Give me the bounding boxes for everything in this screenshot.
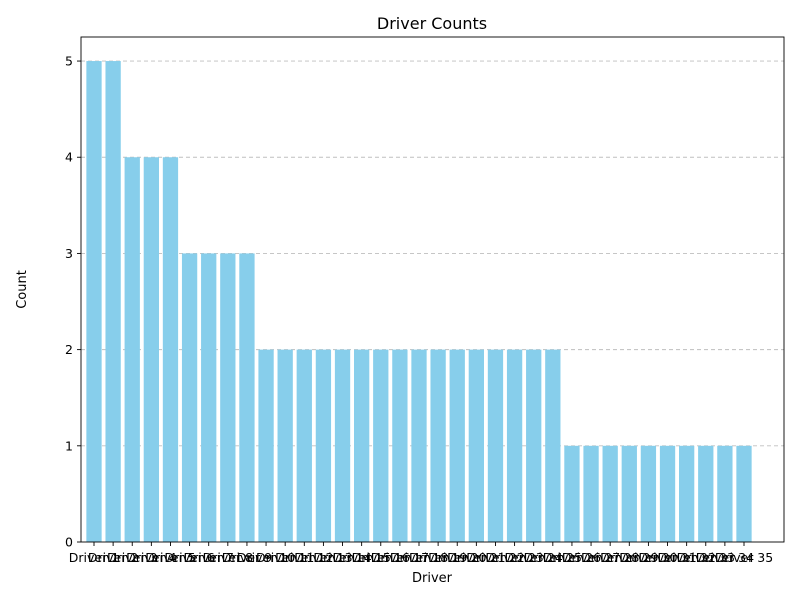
x-tick-label: Driver 34 [696, 550, 754, 565]
bar [411, 349, 427, 542]
y-tick-label: 3 [65, 246, 73, 261]
bar [564, 445, 580, 542]
y-tick-label: 0 [65, 535, 73, 550]
bar [296, 349, 312, 542]
x-tick-label: Driver 13 [294, 550, 352, 565]
y-tick-label: 2 [65, 342, 73, 357]
x-tick-label: Driver 5 [145, 550, 195, 565]
x-tick-label: Driver 28 [581, 550, 639, 565]
bar [373, 349, 389, 542]
bar [621, 445, 637, 542]
x-tick-label: Driver 20 [428, 550, 486, 565]
x-tick-label: Driver 19 [409, 550, 467, 565]
x-tick-label: Driver 9 [222, 550, 272, 565]
bar [124, 157, 140, 542]
x-tick-label: Driver 11 [256, 550, 314, 565]
x-tick-label: Driver 22 [466, 550, 524, 565]
x-tick-label: Driver 27 [562, 550, 620, 565]
bar [640, 445, 657, 542]
bar [526, 349, 542, 542]
bar [487, 349, 504, 542]
bar [736, 445, 752, 542]
x-tick-label: Driver 21 [447, 550, 505, 565]
bar [679, 445, 695, 542]
x-tick-label: Driver 35 [715, 550, 773, 565]
bar [506, 349, 523, 542]
y-tick-label: 4 [65, 150, 73, 165]
y-tick-label: 5 [65, 54, 73, 69]
x-tick-label: Driver 26 [543, 550, 601, 565]
x-tick-label: Driver 7 [184, 550, 234, 565]
bar [86, 61, 102, 543]
x-axis-label: Driver [412, 571, 453, 586]
bar [392, 349, 408, 542]
x-tick-label: Driver 3 [107, 550, 157, 565]
x-tick-label: Driver 32 [657, 550, 715, 565]
bar [220, 253, 236, 542]
x-tick-label: Driver 29 [600, 550, 658, 565]
x-tick-label: Driver 8 [203, 550, 253, 565]
chart-title: Driver Counts [377, 14, 487, 33]
bar [468, 349, 484, 542]
x-tick-label: Driver 33 [677, 550, 735, 565]
x-tick-label: Driver 24 [505, 550, 563, 565]
bar [239, 253, 255, 542]
x-tick-label: Driver 4 [126, 550, 176, 565]
bar [143, 157, 159, 542]
bars [86, 61, 752, 543]
x-tick-label: Driver 16 [352, 550, 410, 565]
bar [430, 349, 446, 542]
bar [354, 349, 370, 542]
x-tick-label: Driver 15 [332, 550, 390, 565]
x-tick-label: Driver 25 [524, 550, 582, 565]
x-tick-label: Driver 2 [88, 550, 138, 565]
bar [315, 349, 332, 542]
x-tick-label: Driver 23 [485, 550, 543, 565]
x-tick-label: Driver 31 [638, 550, 696, 565]
x-tick-label: Driver 17 [371, 550, 429, 565]
y-axis-ticks: 0 1 2 3 4 5 [65, 54, 81, 550]
bar [602, 445, 618, 542]
x-tick-label: Driver 1 [69, 550, 119, 565]
bar [181, 253, 198, 542]
bar [659, 445, 676, 542]
bar [449, 349, 465, 542]
bar [201, 253, 217, 542]
bar [545, 349, 561, 542]
y-axis-label: Count [15, 270, 30, 309]
bar [162, 157, 179, 542]
bar [698, 445, 714, 542]
x-tick-label: Driver 30 [619, 550, 677, 565]
bar [717, 445, 733, 542]
bar [258, 349, 274, 542]
bar [277, 349, 293, 542]
x-tick-label: Driver 12 [275, 550, 333, 565]
y-tick-label: 1 [65, 438, 73, 453]
x-tick-label: Driver 14 [313, 550, 371, 565]
x-tick-label: Driver 6 [164, 550, 214, 565]
x-tick-label: Driver 18 [390, 550, 448, 565]
bar [334, 349, 351, 542]
bar [583, 445, 599, 542]
plot-frame [80, 36, 785, 543]
bar [105, 61, 121, 543]
x-tick-label: Driver 10 [237, 550, 295, 565]
